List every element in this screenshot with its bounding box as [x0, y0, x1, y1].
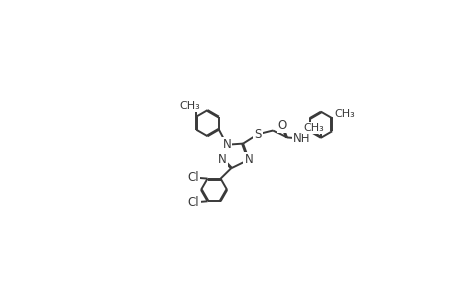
Text: NH: NH [292, 132, 310, 145]
Text: N: N [218, 153, 226, 166]
Text: Cl: Cl [187, 171, 198, 184]
Text: S: S [253, 128, 261, 141]
Text: CH₃: CH₃ [333, 109, 354, 118]
Text: CH₃: CH₃ [303, 123, 324, 133]
Text: N: N [222, 138, 231, 151]
Text: Cl: Cl [187, 196, 199, 208]
Text: CH₃: CH₃ [179, 101, 199, 111]
Text: N: N [244, 153, 253, 166]
Text: O: O [277, 118, 286, 132]
